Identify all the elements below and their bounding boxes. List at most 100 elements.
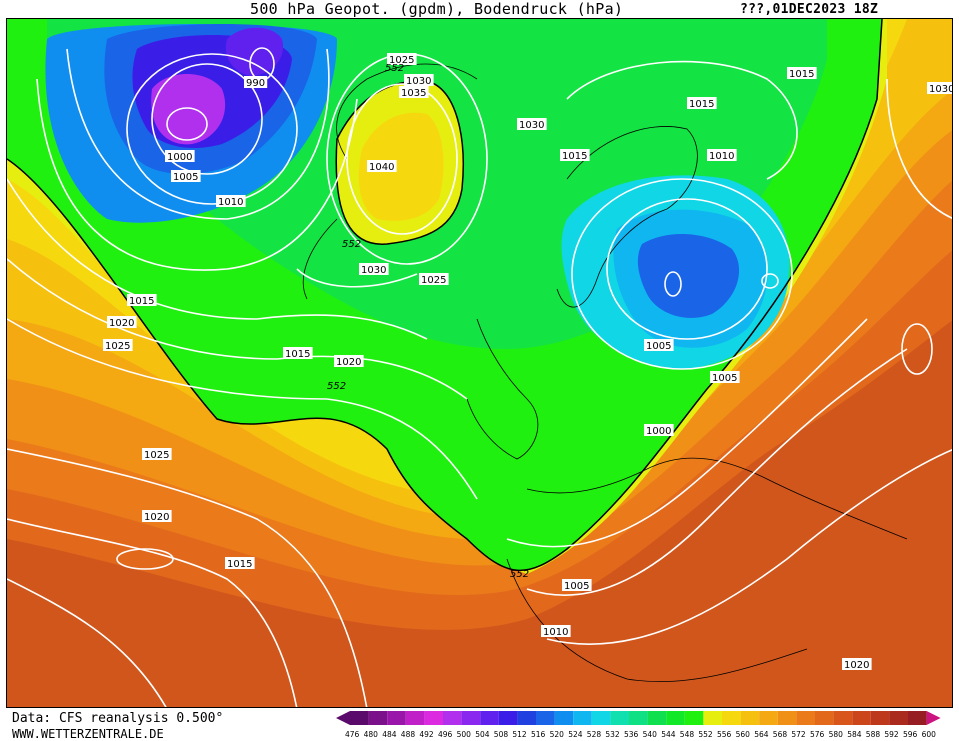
isobar-label-bg (283, 347, 313, 359)
legend-tick-label: 596 (903, 730, 918, 739)
isobar-label-bg (710, 371, 740, 383)
contour-552-label: 552 (385, 63, 404, 74)
isobar-label: 1040 (369, 162, 394, 173)
legend-swatch (722, 711, 741, 725)
isobar-label: 1030 (361, 265, 386, 276)
legend-swatch (666, 711, 685, 725)
isobar-label-bg (541, 625, 571, 637)
legend-swatch (536, 711, 555, 725)
legend-tick-label: 484 (382, 730, 397, 739)
legend-swatch (480, 711, 499, 725)
legend-tick-label: 540 (643, 730, 658, 739)
isobar-label: 1020 (844, 660, 869, 671)
isobar-label-bg (142, 448, 172, 460)
legend-tick-label: 576 (810, 730, 825, 739)
legend-tick-label: 588 (866, 730, 881, 739)
contour-552 (7, 19, 883, 571)
isobar-label: 1030 (929, 84, 953, 95)
isobar-label: 1010 (543, 627, 568, 638)
legend-tick-label: 532 (605, 730, 620, 739)
website-credit: WWW.WETTERZENTRALE.DE (12, 727, 164, 741)
isobar-label-bg (419, 273, 449, 285)
isobar-labels: 9901000100510101015102010251025103010351… (103, 53, 953, 671)
legend-tick-label: 504 (475, 730, 490, 739)
isobar-label: 1035 (401, 88, 426, 99)
isobar-label: 1005 (173, 172, 198, 183)
isobar-label: 1015 (789, 69, 814, 80)
isobar-label-bg (842, 658, 872, 670)
legend-swatch (554, 711, 574, 725)
isobar-label: 1025 (105, 341, 130, 352)
legend-tick-label: 568 (773, 730, 788, 739)
chart-title: 500 hPa Geopot. (gpdm), Bodendruck (hPa) (250, 0, 624, 18)
legend-tick-label: 564 (754, 730, 769, 739)
isobar-label-bg (142, 510, 172, 522)
isobar-label-bg (107, 316, 137, 328)
isobar-label: 1005 (712, 373, 737, 384)
isobar-label: 990 (246, 78, 265, 89)
contour-552-label: 552 (327, 381, 346, 392)
legend-swatch (703, 711, 722, 725)
isobar-label-bg (359, 263, 389, 275)
legend-tick-label: 480 (364, 730, 379, 739)
legend-tick-label: 584 (847, 730, 862, 739)
isobar-label-bg (103, 339, 133, 351)
legend-swatch (517, 711, 536, 725)
coastlines (303, 63, 908, 682)
isobar-label-bg (404, 74, 434, 86)
legend-tick-label: 544 (661, 730, 676, 739)
isobar-label-bg (707, 149, 737, 161)
legend-swatch (498, 711, 518, 725)
legend-swatch (350, 711, 369, 725)
isobar-label-bg (562, 579, 592, 591)
legend-tick-label: 536 (624, 730, 639, 739)
isobar-label-bg (517, 118, 547, 130)
isobar-label: 1015 (562, 151, 587, 162)
isobar-label: 1020 (109, 318, 134, 329)
legend-tick-label: 496 (438, 730, 453, 739)
legend-tick-label: 508 (494, 730, 509, 739)
legend-swatch (610, 711, 629, 725)
legend-swatch (852, 711, 871, 725)
legend-swatch (759, 711, 778, 725)
isobar-label-bg (216, 195, 246, 207)
isobar-label: 1000 (646, 426, 671, 437)
legend-swatch (405, 711, 425, 725)
isobar-label-bg (171, 170, 201, 182)
isobar-label: 1005 (646, 341, 671, 352)
legend-swatch (461, 711, 481, 725)
isobar-label-bg (560, 149, 590, 161)
isobar-label: 1025 (421, 275, 446, 286)
legend-swatch (387, 711, 406, 725)
legend-arrow-left (336, 711, 350, 725)
contour-552-label: 552 (510, 569, 529, 580)
legend-tick-label: 500 (457, 730, 472, 739)
legend-tick-label: 580 (829, 730, 844, 739)
legend-tick-label: 516 (531, 730, 546, 739)
legend-swatch (443, 711, 462, 725)
isobar-label-bg (367, 160, 397, 172)
isobar-label-bg (687, 97, 717, 109)
legend-swatch (684, 711, 704, 725)
isobar-label-bg (644, 424, 674, 436)
legend-tick-label: 476 (345, 730, 360, 739)
legend-tick-label: 524 (568, 730, 583, 739)
legend-swatch (573, 711, 592, 725)
isobar-label-bg (127, 294, 157, 306)
isobar-label-bg (165, 150, 195, 162)
legend-tick-label: 600 (922, 730, 937, 739)
isobar-label: 1015 (129, 296, 154, 307)
isobar-label-bg (387, 53, 417, 65)
isobar-label: 1010 (709, 151, 734, 162)
legend-swatch (424, 711, 443, 725)
legend-arrow-right (926, 711, 941, 725)
legend-swatch (815, 711, 834, 725)
legend-swatch (740, 711, 760, 725)
legend-swatch (368, 711, 388, 725)
isobar-label-bg (334, 355, 364, 367)
data-source: Data: CFS reanalysis 0.500° (12, 711, 224, 726)
contour-552-label: 552 (342, 239, 361, 250)
legend-tick-label: 512 (512, 730, 527, 739)
weather-map: 990 1000 1005 1010 1015 1020 1025 1025 1030 1035 1… (6, 18, 953, 708)
isobar-label: 1030 (406, 76, 431, 87)
